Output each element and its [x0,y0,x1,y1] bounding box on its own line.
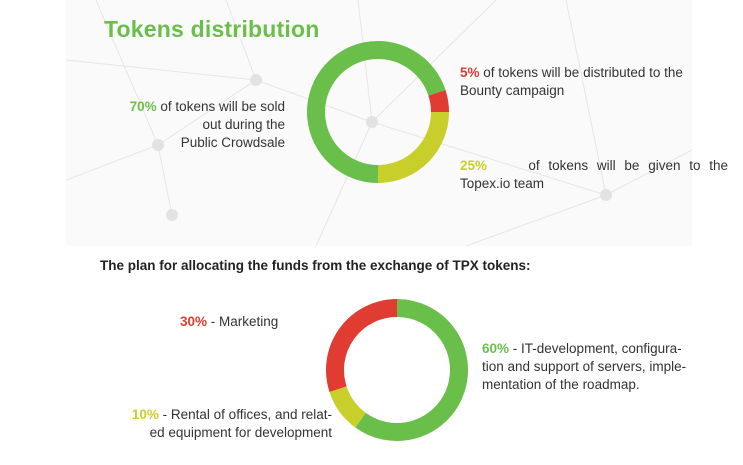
label-bounty-text-2: Bounty campaign [460,83,565,98]
donut-slice-topex-io-team [377,111,449,183]
label-it-text-3: mentation of the roadmap. [482,377,640,392]
label-team-text-2: Topex.io team [460,176,545,191]
donut-slice-it-development [355,299,468,441]
donut-slice-public-crowdsale [307,41,446,183]
label-rental: 10% - Rental of offices, and relat- ed e… [100,406,332,442]
pct-team: 25% [460,158,488,173]
label-crowdsale-text-1: of tokens will be sold [156,99,285,114]
donut-chart-funds-allocation [326,299,468,441]
label-bounty: 5% of tokens will be distributed to the … [460,64,740,100]
label-crowdsale: 70% of tokens will be sold out during th… [90,98,285,152]
label-rental-text-2: ed equipment for development [149,425,332,440]
label-rental-text-1: - Rental of offices, and relat- [158,407,332,422]
pct-marketing: 30% [180,314,208,329]
label-it-text-1: - IT-development, configura- [509,341,682,356]
label-marketing-text: - Marketing [207,314,279,329]
pct-it: 60% [482,341,510,356]
label-it: 60% - IT-development, configura- tion an… [482,340,727,394]
label-marketing: 30% - Marketing [180,313,320,331]
section-title-funds-allocation: The plan for allocating the funds from t… [100,258,531,273]
section-title-tokens-distribution: Tokens distribution [104,16,320,42]
donut-chart-tokens-distribution [307,41,449,183]
donut-slice-rental-of-offices [329,385,367,428]
donut-slice-bounty-campaign [428,90,449,113]
label-team-text-1: of tokens will be given to the [528,158,728,173]
label-crowdsale-text-2: out during the [202,117,285,132]
label-bounty-text-1: of tokens will be distributed to the [479,65,683,80]
network-background-decoration [66,0,692,246]
label-team: 25% of tokens will be given to the Topex… [460,157,728,193]
pct-bounty: 5% [460,65,480,80]
pct-crowdsale: 70% [129,99,157,114]
label-crowdsale-text-3: Public Crowdsale [180,135,285,150]
pct-rental: 10% [131,407,159,422]
donut-slice-marketing [326,299,398,392]
label-it-text-2: tion and support of servers, imple- [482,359,687,374]
